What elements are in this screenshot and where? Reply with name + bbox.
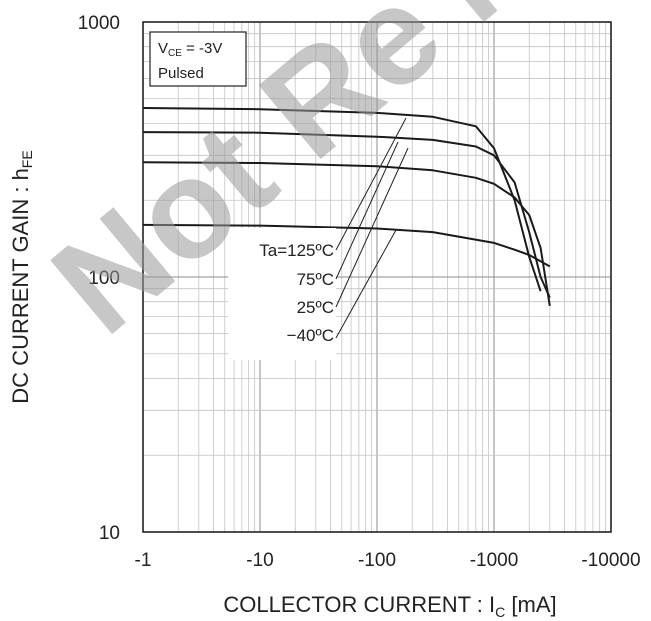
plot-frame [142,21,612,533]
x-tick-label: -10000 [581,550,640,571]
y-axis-title: DC CURRENT GAIN : hFE [8,150,35,403]
legend-label-25c: 25ºC [297,298,334,317]
pulsed-label: Pulsed [158,65,204,82]
leader-neg40c [335,229,397,339]
series-line-0 [143,107,542,292]
leader-75c [335,141,399,280]
x-axis-title: COLLECTOR CURRENT : IC [mA] [223,592,556,620]
legend-label-neg40c: −40ºC [287,326,334,345]
series-line-3 [143,223,551,268]
y-tick-label: 100 [88,268,120,289]
y-tick-label: 1000 [78,13,120,34]
x-tick-label: -1000 [470,550,519,571]
legend: Ta=125ºC 75ºC 25ºC −40ºC [228,117,409,360]
svg-text:VCE = -3V: VCE = -3V [158,40,222,59]
vce-value: = -3V [182,40,222,57]
x-tick-labels: -1 -10 -100 -1000 -10000 [135,550,641,571]
leader-25c [335,147,409,308]
x-tick-label: -100 [358,550,396,571]
x-tick-label: -10 [246,550,273,571]
vce-subscript: CE [168,48,182,59]
legend-label-75c: 75ºC [297,270,334,289]
series-line-1 [143,131,551,299]
y-tick-label: 10 [99,523,120,544]
leader-125c [335,117,407,251]
x-tick-label: -1 [135,550,152,571]
y-tick-labels: 10 100 1000 [78,13,120,544]
series-lines [143,107,551,307]
series-line-2 [143,161,551,307]
conditions-box: VCE = -3V Pulsed [149,31,247,87]
vce-label: V [158,40,168,57]
legend-label-125c: Ta=125ºC [259,241,334,260]
